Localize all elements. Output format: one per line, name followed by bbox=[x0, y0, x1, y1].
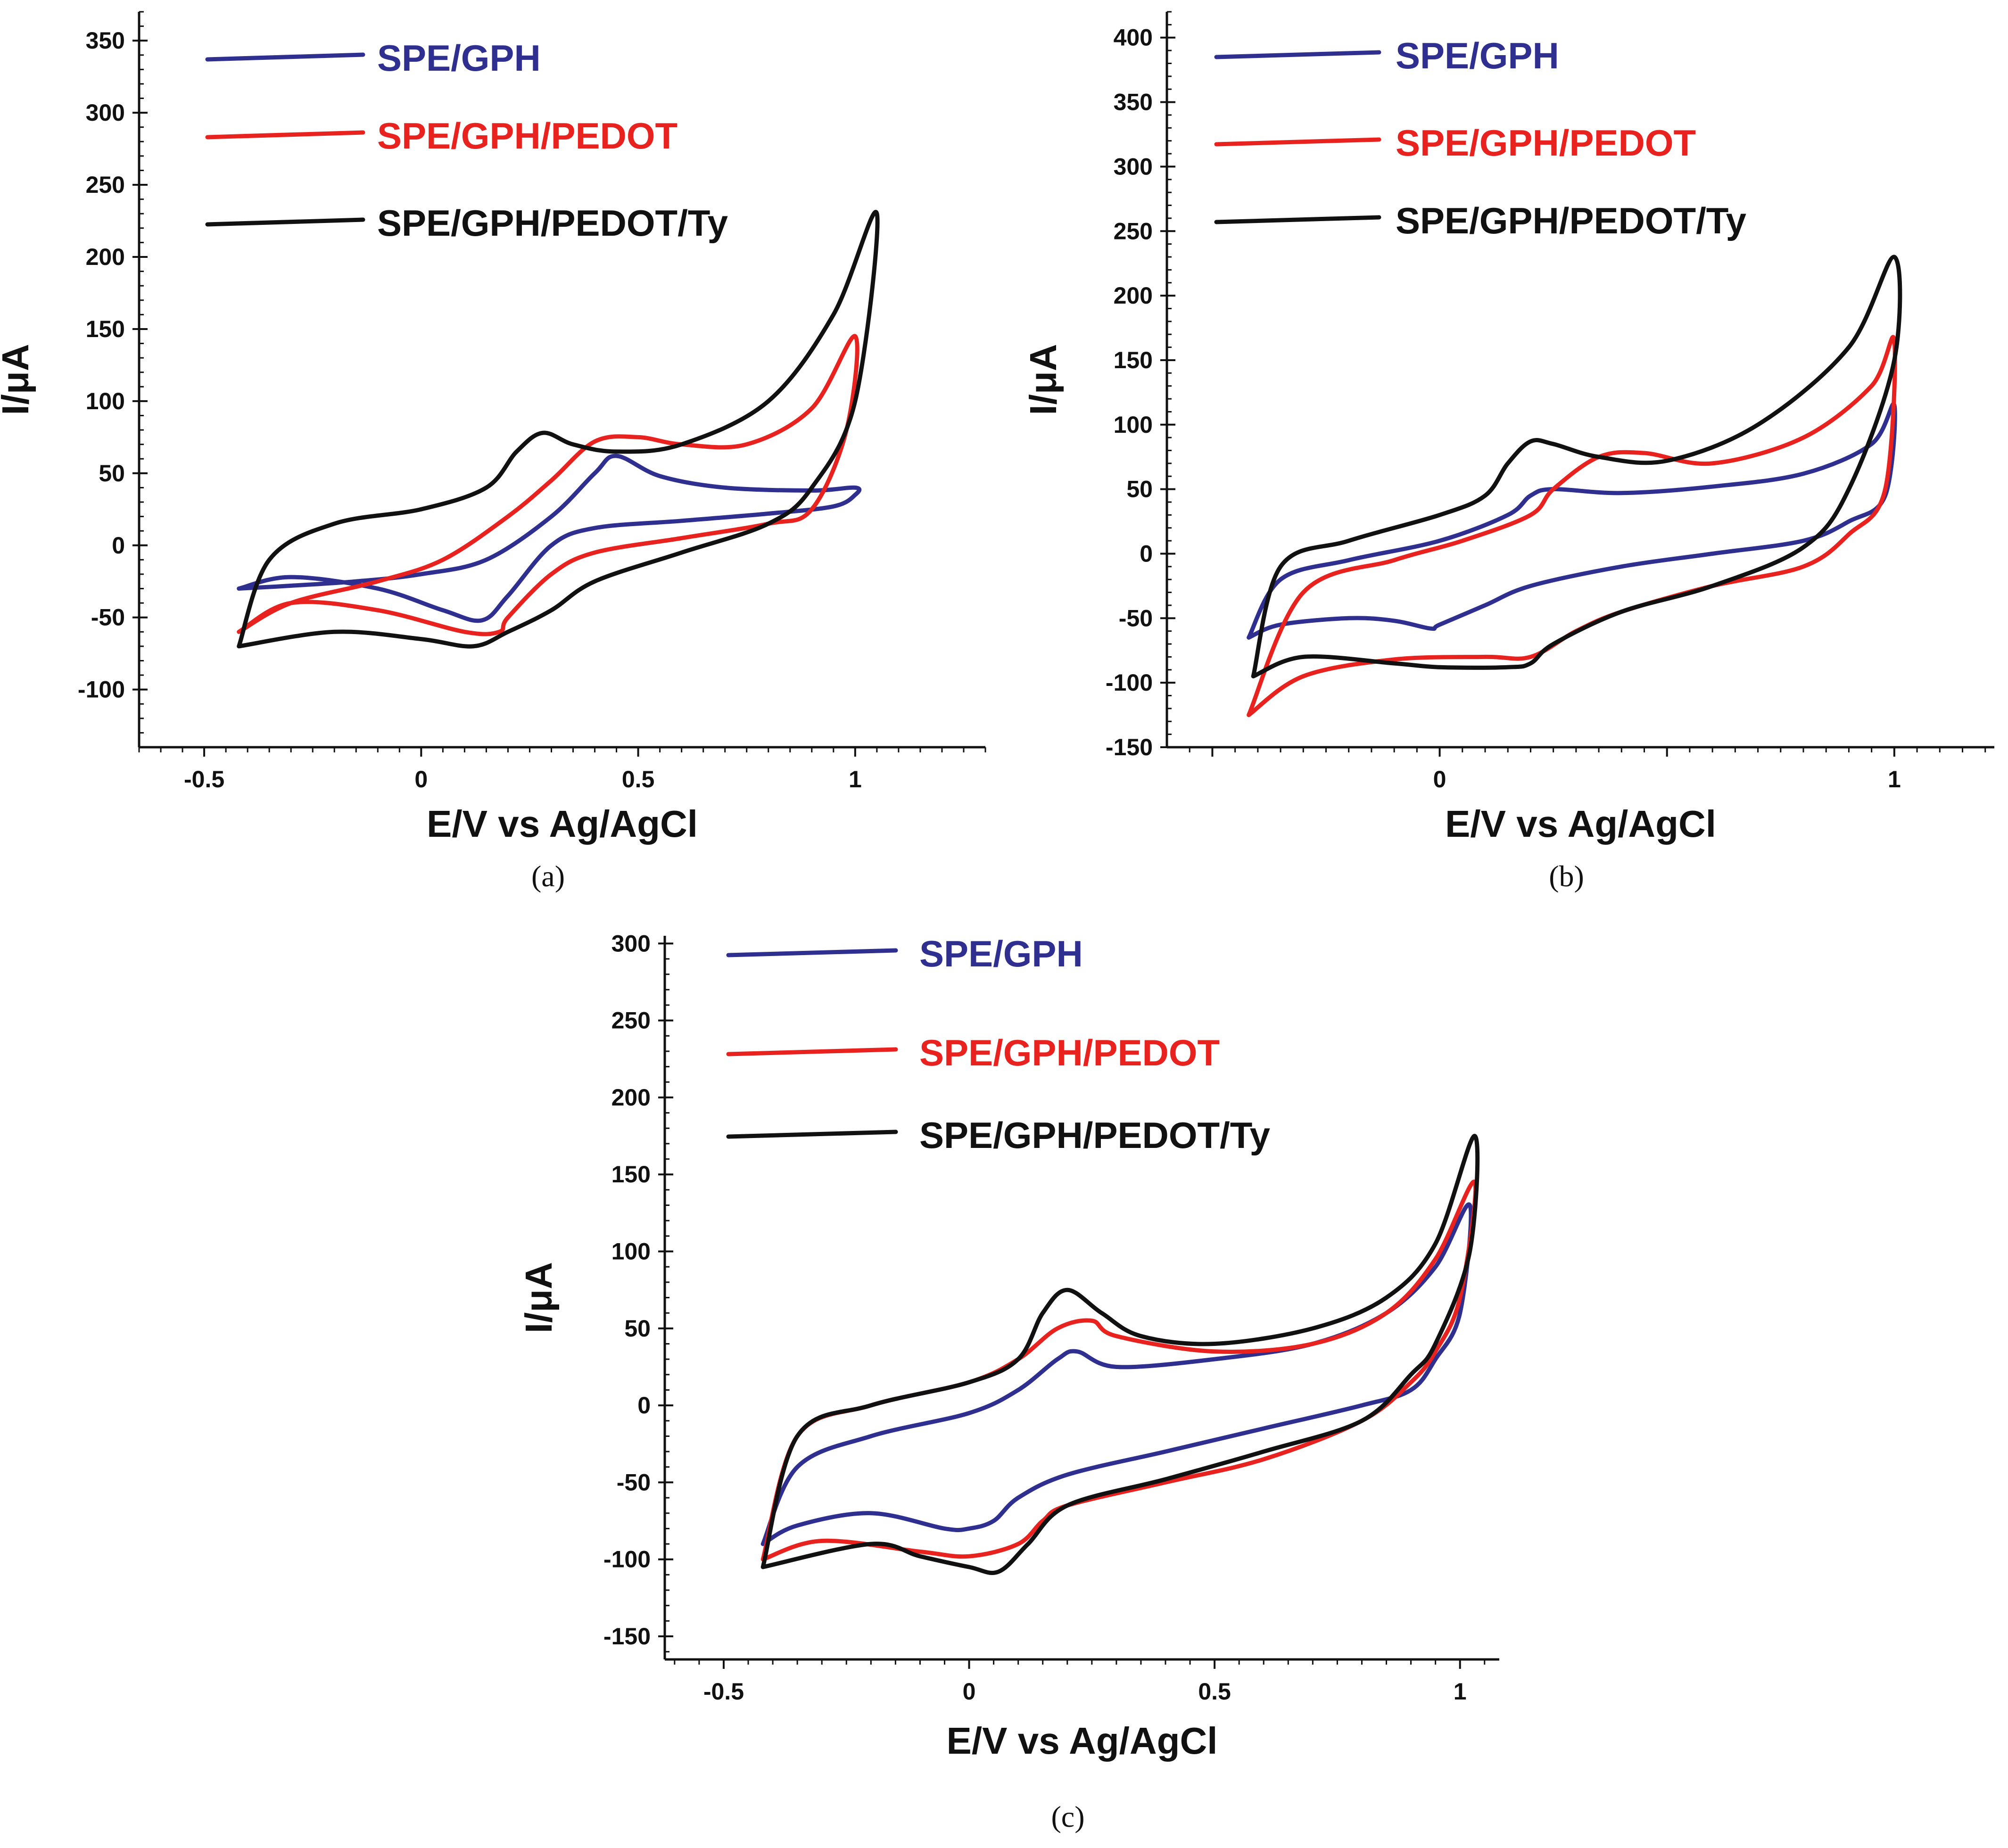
y-tick-label: 200 bbox=[86, 244, 125, 270]
y-tick-label: 350 bbox=[86, 27, 125, 54]
legend-swatch bbox=[1214, 215, 1381, 224]
y-tick-label: 100 bbox=[1114, 412, 1153, 438]
y-tick-label: 300 bbox=[611, 930, 651, 957]
y-tick-label: -50 bbox=[91, 604, 125, 631]
x-tick-label: 0 bbox=[963, 1678, 976, 1705]
legend-swatch bbox=[726, 948, 898, 957]
y-tick-label: 300 bbox=[86, 99, 125, 126]
x-tick-label: 1 bbox=[849, 766, 862, 792]
legend-label: SPE/GPH bbox=[377, 37, 541, 79]
series-line-2 bbox=[237, 334, 859, 636]
series-line-2 bbox=[760, 1180, 1478, 1562]
x-tick-label: 0.5 bbox=[622, 766, 655, 792]
y-axis-title: I/μA bbox=[0, 344, 36, 415]
x-tick-label: 1 bbox=[1454, 1678, 1467, 1705]
y-tick-label: 250 bbox=[86, 172, 125, 198]
series-line-2 bbox=[1247, 335, 1897, 718]
y-tick-label: 200 bbox=[1114, 282, 1153, 309]
series-line-3 bbox=[760, 1134, 1480, 1575]
series-line-1 bbox=[1247, 402, 1897, 640]
legend-label: SPE/GPH/PEDOT bbox=[377, 115, 678, 157]
series-line-3 bbox=[1251, 255, 1902, 678]
x-tick-label: 0 bbox=[414, 766, 428, 792]
y-tick-label: 100 bbox=[86, 388, 125, 414]
chart-panel-c: -150 -100 -50 0 50 100 150 200 250 300 -0.5 0 0.5 1 E/… bbox=[518, 930, 1499, 1833]
y-tick-label: 0 bbox=[112, 532, 125, 559]
y-tick-label: -100 bbox=[78, 676, 125, 703]
x-tick-label: 0 bbox=[1433, 766, 1446, 792]
legend-swatch bbox=[205, 130, 365, 140]
y-tick-label: 0 bbox=[637, 1392, 651, 1419]
y-axis-title: I/μA bbox=[1022, 344, 1064, 415]
series-line-1 bbox=[237, 454, 862, 623]
y-tick-label: -100 bbox=[1106, 669, 1153, 696]
x-axis-title: E/V vs Ag/AgCl bbox=[947, 1720, 1218, 1762]
y-tick-label: 50 bbox=[1126, 476, 1153, 503]
y-tick-label: 200 bbox=[611, 1084, 651, 1111]
legend-label: SPE/GPH/PEDOT/Ty bbox=[377, 202, 728, 244]
y-tick-label: 350 bbox=[1114, 89, 1153, 116]
legend-label: SPE/GPH/PEDOT/Ty bbox=[1396, 200, 1746, 241]
y-tick-label: 400 bbox=[1114, 25, 1153, 51]
series-line-3 bbox=[237, 210, 880, 649]
x-tick-label: -0.5 bbox=[184, 766, 224, 792]
legend-label: SPE/GPH/PEDOT bbox=[1396, 122, 1696, 164]
y-tick-label: 50 bbox=[99, 460, 125, 487]
panel-label: (a) bbox=[531, 859, 565, 893]
panel-label: (c) bbox=[1051, 1800, 1084, 1833]
y-tick-label: -50 bbox=[617, 1469, 651, 1495]
y-tick-label: -150 bbox=[603, 1623, 651, 1650]
x-tick-label: 1 bbox=[1888, 766, 1901, 792]
legend-swatch bbox=[205, 217, 365, 227]
y-tick-label: 250 bbox=[611, 1007, 651, 1034]
legend-swatch bbox=[205, 52, 365, 62]
y-tick-label: 50 bbox=[624, 1315, 651, 1342]
panel-label: (b) bbox=[1549, 859, 1584, 893]
y-tick-label: 100 bbox=[611, 1238, 651, 1265]
y-tick-label: 150 bbox=[86, 316, 125, 342]
y-tick-label: 300 bbox=[1114, 153, 1153, 180]
legend-swatch bbox=[726, 1130, 898, 1139]
y-axis-title: I/μA bbox=[518, 1262, 560, 1333]
chart-panel-b: -150 -100 -50 0 50 100 150 200 250 300 350 400 0 1 E/V… bbox=[1022, 11, 1994, 893]
legend-label: SPE/GPH/PEDOT/Ty bbox=[919, 1114, 1270, 1156]
y-tick-label: 250 bbox=[1114, 218, 1153, 244]
legend-swatch bbox=[1214, 137, 1381, 147]
x-axis-title: E/V vs Ag/AgCl bbox=[1445, 803, 1716, 845]
x-tick-label: -0.5 bbox=[703, 1678, 744, 1705]
legend-label: SPE/GPH/PEDOT bbox=[919, 1032, 1220, 1073]
y-tick-label: -100 bbox=[603, 1546, 651, 1573]
legend-swatch bbox=[1214, 50, 1381, 59]
x-tick-label: 0.5 bbox=[1198, 1678, 1231, 1705]
y-tick-label: 0 bbox=[1140, 540, 1153, 567]
y-tick-label: -150 bbox=[1106, 734, 1153, 760]
legend-swatch bbox=[726, 1047, 898, 1056]
y-tick-label: 150 bbox=[611, 1161, 651, 1188]
legend-label: SPE/GPH bbox=[1396, 35, 1559, 76]
legend-label: SPE/GPH bbox=[919, 933, 1083, 974]
y-tick-label: 150 bbox=[1114, 347, 1153, 373]
chart-panel-a: -100 -50 0 50 100 150 200 250 300 350 -0.5 0 0.5 1 E/V… bbox=[0, 11, 986, 893]
y-tick-label: -50 bbox=[1119, 605, 1153, 631]
x-axis-title: E/V vs Ag/AgCl bbox=[427, 803, 698, 845]
